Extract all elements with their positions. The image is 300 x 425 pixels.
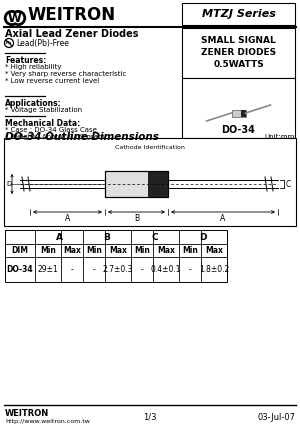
Text: WEITRON: WEITRON: [28, 6, 116, 24]
Text: -: -: [93, 265, 95, 274]
Text: WEITRON: WEITRON: [5, 410, 49, 419]
Text: http://www.weitron.com.tw: http://www.weitron.com.tw: [5, 419, 90, 425]
Text: -: -: [70, 265, 74, 274]
Text: -: -: [189, 265, 191, 274]
Bar: [241, 110, 245, 116]
Text: C: C: [152, 232, 158, 241]
Bar: [182, 3, 295, 25]
Text: A: A: [65, 213, 70, 223]
Text: Cathode Identification: Cathode Identification: [115, 144, 185, 150]
Text: B: B: [134, 213, 139, 223]
Text: DO-34: DO-34: [222, 125, 255, 135]
Bar: [182, 28, 295, 78]
Text: A: A: [56, 232, 62, 241]
Text: Features:: Features:: [5, 56, 46, 65]
Text: Applications:: Applications:: [5, 99, 62, 108]
Text: Axial Lead Zener Diodes: Axial Lead Zener Diodes: [5, 29, 139, 39]
Bar: [4, 138, 296, 226]
Text: Min: Min: [40, 246, 56, 255]
Text: ZENER DIODES: ZENER DIODES: [201, 48, 276, 57]
Text: * Case : DO-34 Glass Case: * Case : DO-34 Glass Case: [5, 127, 97, 133]
Text: Min: Min: [134, 246, 150, 255]
Text: 29±1: 29±1: [38, 265, 58, 274]
Text: Mechanical Data:: Mechanical Data:: [5, 119, 80, 128]
Circle shape: [10, 10, 26, 26]
Text: Lead(Pb)-Free: Lead(Pb)-Free: [16, 39, 69, 48]
Text: * Weight : Approx 0.09 gram: * Weight : Approx 0.09 gram: [5, 134, 105, 140]
Text: MTZJ Series: MTZJ Series: [202, 9, 275, 19]
Text: 2.7±0.3: 2.7±0.3: [103, 265, 133, 274]
Text: Max: Max: [109, 246, 127, 255]
Text: B: B: [103, 232, 110, 241]
Text: Min: Min: [86, 246, 102, 255]
Text: D: D: [199, 232, 207, 241]
Circle shape: [13, 13, 23, 23]
Text: * Very sharp reverse characteristic: * Very sharp reverse characteristic: [5, 71, 126, 77]
Text: * Voltage Stabilization: * Voltage Stabilization: [5, 107, 82, 113]
Bar: [5, 230, 227, 282]
Text: 1/3: 1/3: [143, 413, 157, 422]
Text: Unit:mm: Unit:mm: [265, 134, 295, 140]
Text: -: -: [141, 265, 143, 274]
Text: * Low reverse current level: * Low reverse current level: [5, 78, 99, 84]
Text: A: A: [220, 213, 226, 223]
Text: Max: Max: [63, 246, 81, 255]
Text: Min: Min: [182, 246, 198, 255]
Circle shape: [12, 15, 18, 21]
Bar: [105, 171, 168, 197]
Text: 1.8±0.2: 1.8±0.2: [199, 265, 229, 274]
Text: DIM: DIM: [11, 246, 28, 255]
Text: Max: Max: [205, 246, 223, 255]
Circle shape: [7, 13, 17, 23]
Text: 0.4±0.1: 0.4±0.1: [151, 265, 181, 274]
Text: Pb: Pb: [6, 41, 12, 45]
Text: D: D: [6, 181, 12, 187]
Circle shape: [4, 10, 20, 26]
Bar: [148, 171, 168, 197]
Bar: [232, 110, 245, 116]
Bar: [105, 171, 168, 197]
Text: SMALL SIGNAL: SMALL SIGNAL: [201, 36, 276, 45]
Text: * High reliability: * High reliability: [5, 64, 62, 70]
Text: C: C: [285, 179, 291, 189]
Text: Max: Max: [157, 246, 175, 255]
Bar: [182, 78, 295, 138]
Text: DO-34: DO-34: [7, 265, 33, 274]
Text: 0.5WATTS: 0.5WATTS: [213, 60, 264, 68]
Text: W: W: [8, 11, 22, 25]
Text: DO-34 Outline Dimensions: DO-34 Outline Dimensions: [5, 132, 159, 142]
Text: 03-Jul-07: 03-Jul-07: [257, 413, 295, 422]
